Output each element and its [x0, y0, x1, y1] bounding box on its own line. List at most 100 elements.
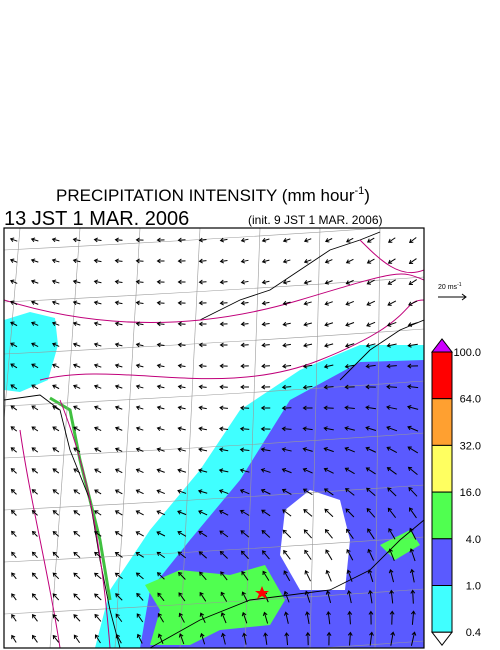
wind-arrow	[323, 405, 334, 411]
wind-arrow	[323, 467, 334, 474]
wind-arrow	[386, 321, 397, 327]
wind-scale-label: 20 ms	[438, 284, 458, 291]
wind-arrow	[93, 300, 102, 306]
wind-arrow	[282, 321, 291, 327]
wind-arrow	[51, 321, 60, 326]
wind-arrow	[239, 405, 250, 411]
wind-arrow	[135, 342, 144, 348]
map	[4, 228, 424, 648]
wind-arrow	[219, 405, 228, 411]
wind-arrow	[199, 612, 206, 624]
wind-arrow	[283, 590, 290, 603]
wind-arrow	[198, 237, 207, 243]
wind-arrow	[365, 363, 376, 369]
wind-arrow	[30, 300, 39, 305]
wind-arrow	[240, 321, 249, 327]
wind-arrow	[386, 405, 398, 410]
wind-arrow	[303, 529, 313, 539]
wind-arrow	[178, 612, 185, 623]
wind-arrow	[260, 426, 271, 432]
wind-arrow	[344, 426, 355, 431]
wind-arrow	[177, 363, 186, 369]
wind-arrow	[177, 447, 186, 452]
wind-arrow	[283, 611, 289, 624]
wind-arrow	[114, 426, 123, 431]
wind-arrow	[198, 300, 207, 306]
wind-arrow	[30, 237, 39, 243]
wind-arrow	[323, 364, 334, 369]
wind-arrow	[177, 468, 187, 473]
wind-arrow	[409, 548, 416, 562]
wind-arrow	[94, 447, 102, 453]
colorbar-label: 1.0	[466, 581, 481, 593]
wind-arrow	[177, 551, 187, 559]
wind-arrow	[94, 613, 102, 622]
wind-arrow	[281, 447, 292, 452]
wind-arrow	[262, 550, 270, 560]
wind-arrow	[326, 610, 331, 625]
wind-arrow	[156, 405, 165, 411]
wind-arrow	[408, 258, 417, 264]
wind-arrow	[261, 321, 270, 327]
wind-arrow	[52, 426, 60, 432]
wind-arrow	[177, 237, 186, 243]
wind-arrow	[303, 321, 312, 327]
wind-arrow	[323, 384, 334, 390]
colorbar-label: 32.0	[460, 440, 481, 452]
wind-arrow	[282, 237, 291, 243]
wind-arrow	[346, 569, 353, 582]
wind-arrow	[366, 321, 376, 327]
wind-arrow	[283, 549, 291, 560]
wind-arrow	[114, 468, 123, 474]
wind-arrow	[345, 258, 354, 264]
wind-arrow	[11, 572, 17, 580]
wind-arrow	[52, 489, 60, 495]
wind-arrow	[240, 258, 249, 264]
colorbar-segment	[431, 444, 453, 493]
wind-arrow	[52, 405, 60, 411]
wind-arrow	[135, 447, 144, 452]
wind-arrow	[282, 509, 292, 517]
wind-arrow	[31, 489, 38, 495]
wind-arrow	[218, 468, 229, 474]
wind-arrow	[10, 384, 18, 390]
wind-arrow	[177, 530, 187, 537]
wind-arrow	[323, 488, 334, 496]
wind-arrow	[73, 572, 81, 580]
wind-arrow	[240, 550, 249, 560]
wind-arrow	[94, 551, 102, 558]
wind-arrow	[302, 488, 313, 496]
wind-arrow	[31, 405, 39, 411]
wind-arrow	[115, 593, 123, 601]
wind-arrow	[344, 467, 355, 475]
wind-arrow	[31, 384, 39, 390]
wind-arrow	[407, 446, 419, 454]
wind-arrow	[326, 631, 332, 646]
wind-arrow	[114, 489, 123, 495]
wind-arrow	[73, 384, 81, 389]
wind-arrow	[410, 589, 416, 604]
wind-arrow	[388, 568, 395, 583]
wind-arrow	[135, 258, 144, 264]
wind-arrow	[31, 363, 39, 369]
wind-arrow	[51, 342, 60, 347]
wind-arrow	[365, 467, 376, 475]
wind-arrow	[93, 363, 102, 369]
wind-arrow	[345, 237, 354, 243]
wind-arrow	[219, 279, 228, 285]
wind-arrow	[241, 591, 248, 603]
wind-arrow	[240, 509, 250, 516]
wind-arrow	[344, 405, 355, 411]
wind-arrow	[93, 405, 102, 410]
wind-arrow	[263, 632, 268, 645]
wind-arrow	[157, 592, 165, 602]
wind-arrow	[177, 571, 186, 580]
wind-arrow	[302, 384, 313, 390]
wind-arrow	[368, 610, 374, 625]
wind-arrow	[31, 468, 39, 474]
wind-arrow	[260, 488, 271, 495]
wind-arrow	[177, 258, 186, 264]
wind-arrow	[303, 259, 312, 264]
grid-line	[4, 228, 21, 424]
wind-arrow	[323, 446, 334, 453]
